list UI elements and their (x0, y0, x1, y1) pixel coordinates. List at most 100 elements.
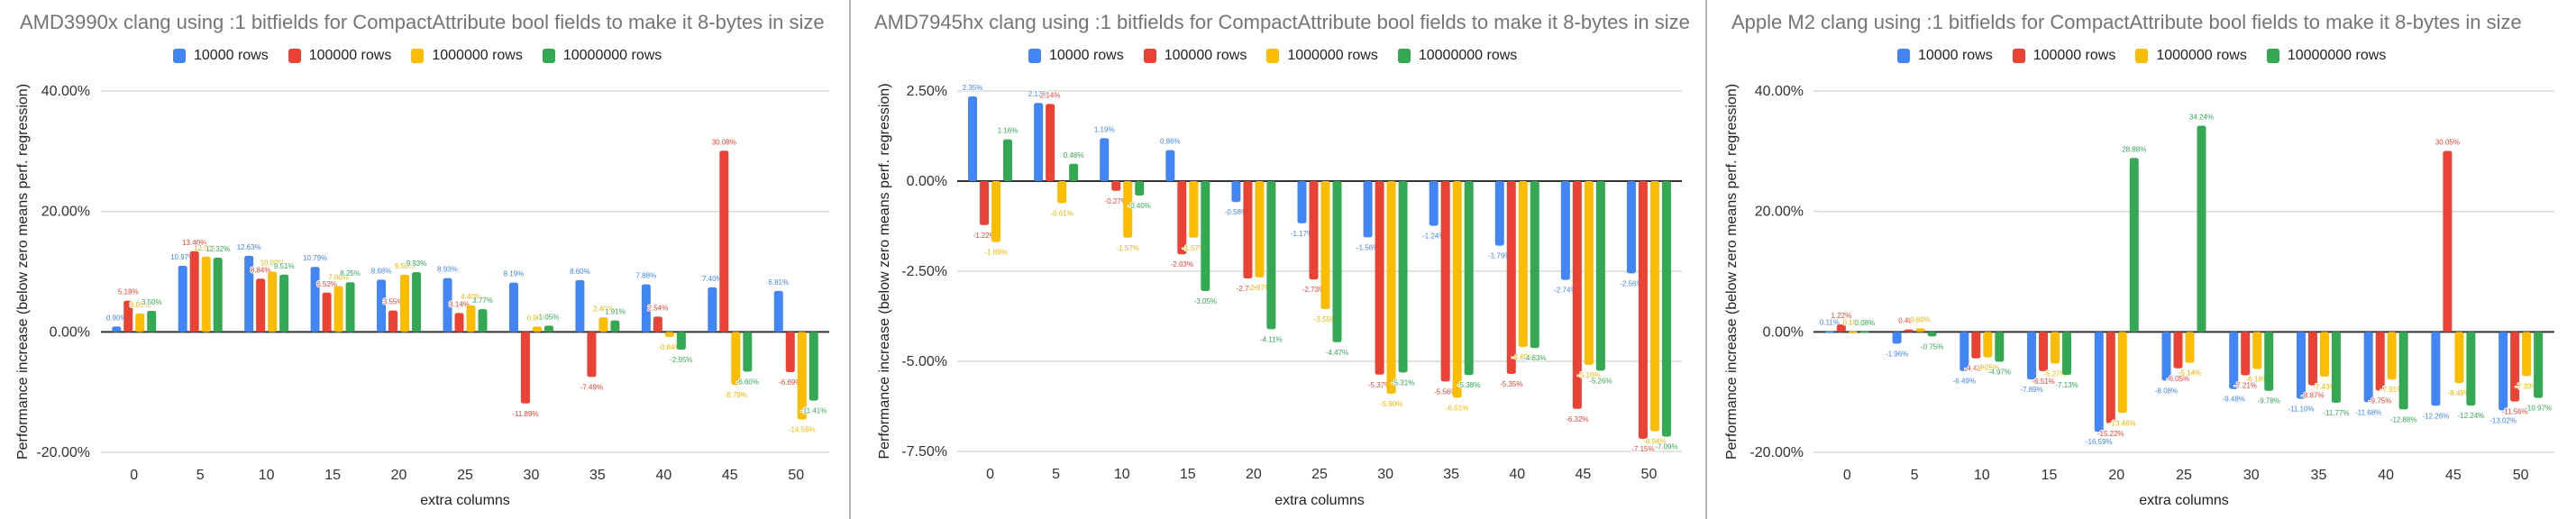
bar-1000000-rows-15[interactable] (2051, 332, 2060, 364)
bar-10000000-rows-40[interactable] (2398, 332, 2408, 410)
bar-100000-rows-0[interactable] (123, 300, 133, 332)
bar-10000000-rows-50[interactable] (808, 332, 818, 401)
legend-item-10000-rows[interactable]: 10000 rows (1028, 48, 1124, 64)
bar-100000-rows-50[interactable] (2510, 332, 2520, 402)
bar-10000000-rows-5[interactable] (1069, 163, 1079, 181)
bar-10000000-rows-45[interactable] (2466, 332, 2476, 406)
bar-10000000-rows-0[interactable] (1003, 139, 1013, 181)
bar-10000000-rows-30[interactable] (1398, 181, 1408, 373)
bar-100000-rows-15[interactable] (322, 292, 332, 332)
bar-100000-rows-15[interactable] (2039, 332, 2049, 371)
bar-1000000-rows-20[interactable] (1255, 181, 1265, 278)
bar-1000000-rows-40[interactable] (2387, 332, 2397, 380)
bar-10000-rows-35[interactable] (2296, 332, 2306, 399)
bar-100000-rows-25[interactable] (2173, 332, 2183, 369)
bar-1000000-rows-35[interactable] (1452, 181, 1462, 398)
bar-1000000-rows-45[interactable] (731, 332, 741, 386)
bar-10000-rows-25[interactable] (443, 278, 452, 332)
bar-10000-rows-40[interactable] (2363, 332, 2373, 403)
legend-item-1000000-rows[interactable]: 1000000 rows (2135, 48, 2247, 64)
bar-10000000-rows-10[interactable] (1995, 332, 2005, 362)
bar-100000-rows-5[interactable] (189, 250, 199, 332)
bar-1000000-rows-30[interactable] (532, 326, 542, 332)
bar-10000000-rows-30[interactable] (2264, 332, 2274, 391)
bar-10000000-rows-30[interactable] (544, 325, 553, 332)
legend-item-10000000-rows[interactable]: 10000000 rows (2266, 48, 2386, 64)
bar-10000-rows-15[interactable] (2027, 332, 2037, 380)
bar-10000-rows-0[interactable] (968, 96, 978, 181)
bar-10000-rows-45[interactable] (2431, 332, 2441, 406)
bar-1000000-rows-25[interactable] (466, 305, 476, 332)
bar-10000-rows-50[interactable] (773, 290, 783, 332)
bar-10000-rows-15[interactable] (1165, 150, 1175, 181)
bar-1000000-rows-10[interactable] (268, 271, 278, 332)
bar-10000000-rows-10[interactable] (1135, 181, 1145, 196)
bar-10000000-rows-25[interactable] (478, 309, 488, 332)
bar-10000-rows-30[interactable] (508, 282, 518, 332)
bar-1000000-rows-50[interactable] (2522, 332, 2532, 377)
bar-1000000-rows-10[interactable] (1123, 181, 1133, 238)
bar-10000000-rows-25[interactable] (2197, 125, 2206, 332)
bar-100000-rows-50[interactable] (785, 332, 795, 373)
bar-100000-rows-40[interactable] (2375, 332, 2385, 391)
legend-item-100000-rows[interactable]: 100000 rows (1143, 48, 1247, 64)
bar-100000-rows-40[interactable] (1506, 181, 1516, 374)
bar-10000000-rows-0[interactable] (1859, 331, 1869, 333)
bar-10000-rows-20[interactable] (1231, 181, 1241, 203)
bar-1000000-rows-5[interactable] (201, 256, 211, 332)
bar-1000000-rows-20[interactable] (400, 274, 410, 332)
bar-1000000-rows-40[interactable] (1518, 181, 1528, 347)
bar-100000-rows-30[interactable] (2241, 332, 2251, 376)
bar-100000-rows-0[interactable] (980, 181, 990, 225)
bar-1000000-rows-45[interactable] (2454, 332, 2464, 384)
bar-10000-rows-50[interactable] (2498, 332, 2508, 411)
bar-10000-rows-20[interactable] (2094, 332, 2104, 432)
bar-10000000-rows-40[interactable] (676, 332, 686, 351)
bar-100000-rows-5[interactable] (1046, 104, 1055, 181)
bar-1000000-rows-25[interactable] (1320, 181, 1330, 309)
bar-10000000-rows-20[interactable] (1266, 181, 1276, 330)
bar-10000-rows-30[interactable] (2229, 332, 2239, 389)
bar-1000000-rows-0[interactable] (1848, 331, 1858, 333)
bar-100000-rows-10[interactable] (1971, 332, 1981, 359)
bar-100000-rows-45[interactable] (2443, 150, 2453, 332)
bar-100000-rows-0[interactable] (1836, 324, 1846, 332)
bar-10000-rows-10[interactable] (244, 255, 254, 332)
bar-1000000-rows-15[interactable] (333, 286, 343, 332)
bar-100000-rows-45[interactable] (719, 150, 729, 332)
bar-10000-rows-5[interactable] (1892, 332, 1902, 344)
bar-10000000-rows-10[interactable] (279, 274, 289, 332)
bar-100000-rows-30[interactable] (520, 332, 530, 404)
bar-1000000-rows-20[interactable] (2117, 332, 2127, 414)
bar-1000000-rows-5[interactable] (1057, 181, 1067, 204)
bar-10000000-rows-5[interactable] (213, 257, 223, 332)
bar-10000-rows-0[interactable] (1824, 331, 1834, 333)
bar-100000-rows-35[interactable] (587, 332, 597, 378)
bar-1000000-rows-40[interactable] (664, 332, 674, 337)
bar-10000000-rows-45[interactable] (1595, 181, 1605, 371)
legend-item-10000-rows[interactable]: 10000 rows (173, 48, 269, 64)
bar-10000-rows-35[interactable] (1429, 181, 1439, 226)
bar-100000-rows-35[interactable] (2307, 332, 2317, 386)
bar-100000-rows-40[interactable] (653, 316, 662, 332)
bar-10000-rows-10[interactable] (1100, 138, 1110, 181)
bar-1000000-rows-15[interactable] (1189, 181, 1199, 238)
bar-10000000-rows-35[interactable] (2331, 332, 2341, 403)
bar-100000-rows-5[interactable] (1904, 329, 1914, 332)
bar-10000-rows-45[interactable] (1560, 181, 1570, 280)
bar-100000-rows-20[interactable] (388, 310, 398, 332)
bar-100000-rows-50[interactable] (1638, 181, 1648, 439)
legend-item-1000000-rows[interactable]: 1000000 rows (1266, 48, 1378, 64)
bar-10000-rows-35[interactable] (575, 279, 585, 332)
bar-10000-rows-0[interactable] (112, 326, 122, 332)
bar-1000000-rows-30[interactable] (1386, 181, 1396, 394)
bar-1000000-rows-25[interactable] (2185, 332, 2195, 363)
bar-100000-rows-25[interactable] (1309, 181, 1319, 280)
legend-item-100000-rows[interactable]: 100000 rows (288, 48, 391, 64)
bar-10000-rows-5[interactable] (178, 266, 187, 332)
legend-item-10000-rows[interactable]: 10000 rows (1897, 48, 1993, 64)
bar-10000000-rows-50[interactable] (2534, 332, 2544, 398)
bar-1000000-rows-35[interactable] (2319, 332, 2329, 377)
bar-10000000-rows-0[interactable] (147, 310, 157, 332)
legend-item-10000000-rows[interactable]: 10000000 rows (1397, 48, 1517, 64)
